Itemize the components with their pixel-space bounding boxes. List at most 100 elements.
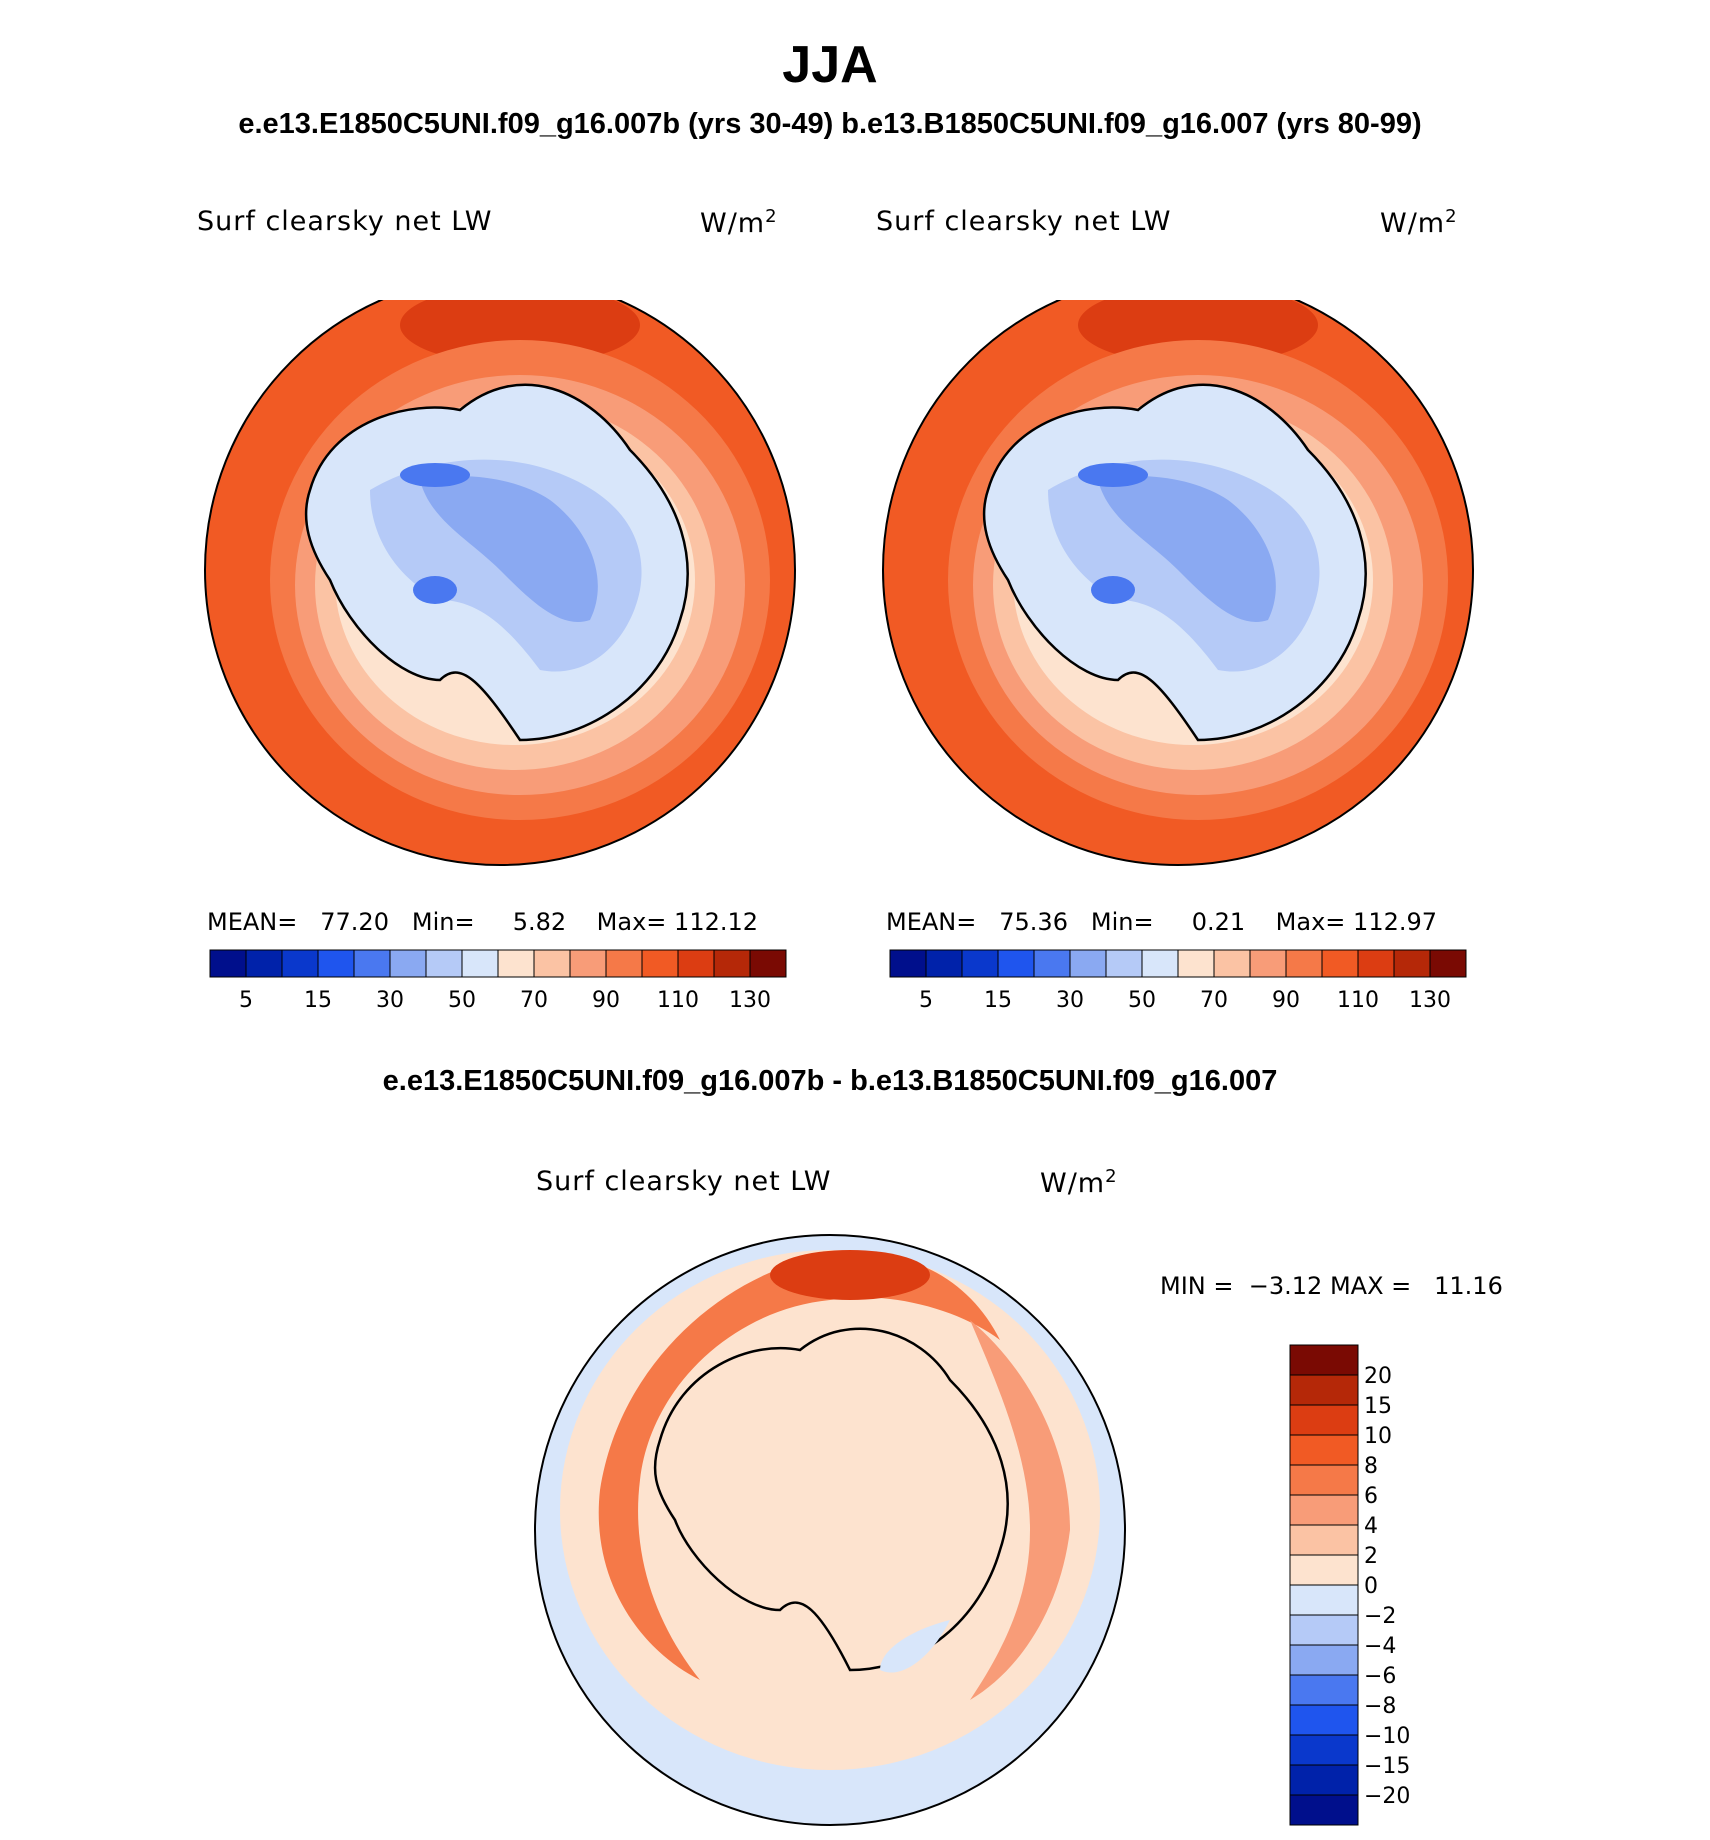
panel1-colorbar-box: [605, 949, 643, 978]
panel2-colorbar-box: [1393, 949, 1431, 978]
panel1-colorbar-tick-label: 130: [729, 988, 771, 1013]
panel1-colorbar-tick-label: 70: [520, 988, 548, 1013]
panel2-colorbar-box: [1429, 949, 1467, 978]
panel3-colorbar-box: [1289, 1584, 1359, 1616]
panel3-colorbar-box: [1289, 1464, 1359, 1496]
panel1-colorbar-box: [713, 949, 751, 978]
panel3-map-border: [534, 1234, 1126, 1826]
panel3-colorbar-box: [1289, 1344, 1359, 1376]
panel3-colorbar-box: [1289, 1674, 1359, 1706]
panel3-colorbar-tick-label: 20: [1364, 1364, 1392, 1389]
panel3-max-patch: [770, 1250, 930, 1300]
panel3-ring-west: [598, 1253, 1000, 1680]
panel2-low-ross: [1091, 576, 1135, 604]
panel1-colorbar-box: [389, 949, 427, 978]
panel2-colorbar-box: [1177, 949, 1215, 978]
panel1-variable-label: Surf clearsky net LW: [197, 206, 493, 237]
panel3-colorbar-tick-label: 8: [1364, 1454, 1378, 1479]
figure-title: JJA: [782, 36, 878, 94]
panel3-colorbar-tick-label: 6: [1364, 1484, 1378, 1509]
panel3-variable-label: Surf clearsky net LW: [536, 1166, 832, 1197]
panel2-colorbar-box: [1321, 949, 1359, 978]
panel1-colorbar-box: [245, 949, 283, 978]
panel3-map: [534, 1234, 1126, 1826]
panel2-units-label: W/m2: [1380, 206, 1458, 239]
panel2-colorbar-box: [925, 949, 963, 978]
panel3-units-label: W/m2: [1040, 1166, 1118, 1199]
panel1-colorbar-box: [749, 949, 787, 978]
panel3-colorbar-box: [1289, 1614, 1359, 1646]
panel2-colorbar-box: [961, 949, 999, 978]
panel1-colorbar-tick-label: 30: [376, 988, 404, 1013]
panel1-colorbar-box: [677, 949, 715, 978]
panel1-colorbar-box: [317, 949, 355, 978]
panel1-plateau-40: [420, 476, 598, 622]
panel2-colorbar-box: [1285, 949, 1323, 978]
panel1-colorbar-box: [353, 949, 391, 978]
panel1-max-patch: [400, 300, 640, 365]
panel1-colorbar-tick-label: 90: [592, 988, 620, 1013]
panel3-colorbar-tick-label: 15: [1364, 1394, 1392, 1419]
panel2-variable-label: Surf clearsky net LW: [876, 206, 1172, 237]
panel1-colorbar-box: [461, 949, 499, 978]
panel1-map-border: [204, 300, 796, 866]
panel1-colorbar-box: [569, 949, 607, 978]
panel2-max-patch: [1078, 300, 1318, 365]
panel2-colorbar-box: [889, 949, 927, 978]
panel2-colorbar-box: [1357, 949, 1395, 978]
panel3-colorbar-box: [1289, 1794, 1359, 1826]
panel2-colorbar-box: [1141, 949, 1179, 978]
panel1-colorbar-box: [281, 949, 319, 978]
panel3-colorbar-tick-label: 0: [1364, 1574, 1378, 1599]
panel3-colorbar-box: [1289, 1764, 1359, 1796]
panel3-colorbar-tick-label: 2: [1364, 1544, 1378, 1569]
panel3-colorbar-tick-label: −15: [1364, 1754, 1410, 1779]
panel1-colorbar-tick-label: 50: [448, 988, 476, 1013]
panel1-colorbar-box: [209, 949, 247, 978]
panel3-colorbar-box: [1289, 1554, 1359, 1586]
panel3-negative-patch: [880, 1620, 950, 1673]
panel3-colorbar-box: [1289, 1434, 1359, 1466]
panel3-colorbar-tick-label: −4: [1364, 1634, 1396, 1659]
panel3-colorbar-tick-label: −6: [1364, 1664, 1396, 1689]
panel1-colorbar: 5 15 30 50 70 90 110 130: [209, 949, 787, 1013]
panel3-antarctica: [653, 1327, 1009, 1672]
panel3-colorbar-box: [1289, 1404, 1359, 1436]
panel2-colorbar-box: [1033, 949, 1071, 978]
panel2-colorbar-tick-label: 110: [1337, 988, 1379, 1013]
panel3-colorbar-tick-label: −2: [1364, 1604, 1396, 1629]
panel3-colorbar-tick-label: −20: [1364, 1784, 1410, 1809]
panel1-colorbar-box: [425, 949, 463, 978]
panel1-low-ross: [413, 576, 457, 604]
panel1-colorbar-box: [497, 949, 535, 978]
panel1-colorbar-tick-label: 110: [657, 988, 699, 1013]
panel2-colorbar-tick-label: 90: [1272, 988, 1300, 1013]
panel2-colorbar-tick-label: 50: [1128, 988, 1156, 1013]
panel3-colorbar-box: [1289, 1524, 1359, 1556]
panel2-low-ridge: [1078, 463, 1148, 487]
panel3-colorbar-box: [1289, 1734, 1359, 1766]
panel1-colorbar-box: [641, 949, 679, 978]
panel2-map: [882, 300, 1474, 866]
panel3-colorbar-tick-label: −8: [1364, 1694, 1396, 1719]
panel2-colorbar-box: [1069, 949, 1107, 978]
panel1-colorbar-box: [533, 949, 571, 978]
panel1-map: [204, 300, 796, 866]
panel3-stats: MIN = −3.12 MAX = 11.16: [1160, 1272, 1503, 1300]
panel2-colorbar-box: [997, 949, 1035, 978]
panel1-low-ridge: [400, 463, 470, 487]
panel2-colorbar-tick-label: 5: [919, 988, 933, 1013]
panel3-colorbar-box: [1289, 1644, 1359, 1676]
panel3-colorbar-tick-label: 4: [1364, 1514, 1378, 1539]
panel2-colorbar-tick-label: 70: [1200, 988, 1228, 1013]
panel1-colorbar-tick-label: 15: [304, 988, 332, 1013]
panel2-map-border: [882, 300, 1474, 866]
panel3-colorbar-box: [1289, 1704, 1359, 1736]
panel2-plateau-40: [1098, 476, 1276, 622]
panel2-colorbar: 5 15 30 50 70 90 110 130: [889, 949, 1467, 1013]
panel2-colorbar-tick-label: 15: [984, 988, 1012, 1013]
panel2-colorbar-tick-label: 130: [1409, 988, 1451, 1013]
panel2-colorbar-box: [1213, 949, 1251, 978]
panel3-ring-east: [970, 1320, 1070, 1700]
